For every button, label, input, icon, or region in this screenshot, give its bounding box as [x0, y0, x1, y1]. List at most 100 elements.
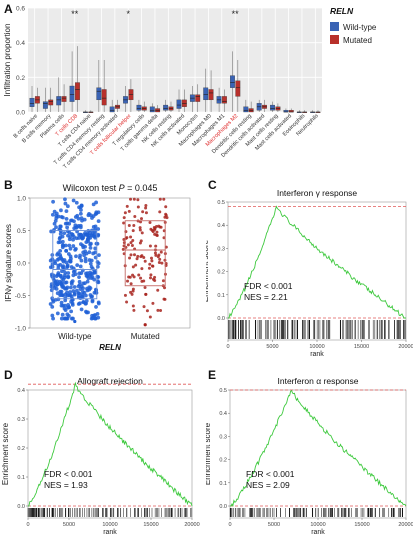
- y-tick-label: 0.3: [17, 417, 25, 423]
- data-point: [67, 243, 72, 248]
- data-point: [72, 292, 77, 297]
- data-point: [153, 279, 157, 283]
- y-tick-label: 0.6: [16, 6, 25, 13]
- box-wild-type: [270, 104, 275, 111]
- significance-mark: *: [126, 9, 130, 19]
- panel-label-c: C: [208, 178, 217, 192]
- data-point: [129, 241, 133, 245]
- data-point: [131, 265, 135, 269]
- plot-frame: [229, 389, 407, 519]
- data-point: [134, 263, 138, 267]
- data-point: [77, 205, 81, 210]
- panel-label-a: A: [4, 2, 13, 16]
- y-tick-label: 0.1: [17, 475, 25, 481]
- x-tick-label: Mutated: [131, 332, 160, 341]
- data-point: [83, 256, 88, 261]
- data-point: [83, 249, 88, 254]
- data-point: [96, 261, 101, 266]
- data-point: [52, 221, 57, 226]
- box-mutated: [235, 80, 241, 97]
- data-point: [68, 246, 73, 251]
- data-point: [163, 215, 167, 219]
- data-point: [143, 286, 147, 290]
- data-point: [78, 211, 83, 216]
- data-point: [71, 244, 76, 248]
- data-point: [93, 235, 98, 240]
- chart-c-gsea: Interferon γ response 0.0 0.1 0.2 0.3 0.4 0.5 0…: [206, 188, 413, 358]
- data-point: [65, 312, 70, 317]
- data-point: [87, 258, 92, 262]
- x-tick-label: 20000: [184, 522, 199, 528]
- data-point: [160, 261, 164, 265]
- y-tick-label: 0.0: [217, 316, 225, 322]
- panel-label-d: D: [4, 368, 13, 382]
- box-mutated: [61, 96, 67, 102]
- data-point: [78, 264, 83, 269]
- data-point: [94, 290, 98, 295]
- data-point: [156, 308, 160, 312]
- data-point: [50, 253, 55, 257]
- data-point: [138, 228, 142, 232]
- data-point: [68, 259, 73, 264]
- data-point: [158, 210, 162, 214]
- nes-annotation: NES = 2.21: [244, 292, 288, 302]
- data-point: [128, 275, 132, 279]
- x-tick-label: 10000: [102, 522, 117, 528]
- data-point: [81, 300, 86, 305]
- data-point: [121, 247, 125, 251]
- data-point: [157, 260, 161, 264]
- data-point: [132, 197, 136, 201]
- data-point: [61, 264, 66, 269]
- box-wild-type: [203, 87, 209, 101]
- data-point: [69, 232, 74, 236]
- data-point: [139, 276, 143, 280]
- data-point: [73, 247, 78, 252]
- data-point: [51, 316, 55, 321]
- y-axis-label: Infiltration proportion: [3, 24, 12, 97]
- data-point: [87, 285, 92, 290]
- data-point: [81, 235, 86, 240]
- data-point: [60, 239, 65, 244]
- data-point: [81, 245, 86, 250]
- x-tick-label: 10000: [310, 522, 325, 528]
- legend-swatch: [330, 35, 339, 44]
- x-tick-label: 5000: [63, 522, 75, 528]
- data-point: [79, 258, 84, 263]
- data-point: [148, 244, 152, 248]
- data-point: [161, 279, 165, 283]
- data-point: [136, 198, 140, 202]
- data-point: [93, 246, 98, 251]
- data-point: [144, 211, 148, 215]
- data-point: [90, 316, 95, 321]
- data-point: [144, 204, 148, 208]
- data-point: [76, 224, 81, 228]
- data-point: [130, 244, 134, 248]
- data-point: [93, 250, 98, 255]
- data-point: [153, 251, 157, 255]
- panel-label-b: B: [4, 178, 13, 192]
- data-point: [76, 284, 81, 289]
- data-point: [97, 253, 101, 258]
- data-point: [53, 280, 58, 285]
- data-point: [144, 292, 148, 296]
- chart-title: Interferon α response: [278, 376, 359, 386]
- data-point: [129, 290, 133, 294]
- x-tick-label: 15000: [354, 522, 369, 528]
- data-point: [164, 212, 168, 216]
- y-tick-label: 0.3: [217, 246, 225, 252]
- y-tick-label: 0.2: [16, 75, 25, 82]
- data-point: [58, 224, 63, 229]
- data-point: [64, 209, 69, 214]
- data-point: [64, 280, 69, 285]
- data-point: [63, 243, 68, 248]
- data-point: [96, 232, 101, 237]
- data-point: [75, 263, 80, 268]
- data-point: [72, 285, 77, 289]
- data-point: [68, 285, 73, 290]
- data-point: [71, 237, 76, 242]
- data-point: [158, 197, 162, 201]
- data-point: [125, 204, 129, 208]
- chart-e-gsea: Interferon α response 0.0 0.1 0.2 0.3 0.4 0.5 0…: [206, 376, 413, 536]
- data-point: [65, 264, 70, 269]
- data-point: [74, 200, 79, 205]
